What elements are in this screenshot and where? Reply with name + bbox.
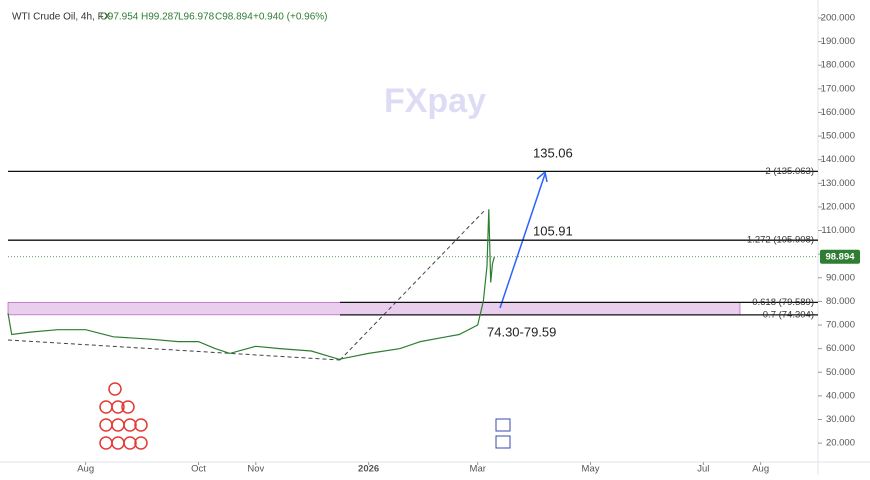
event-icon [111, 400, 125, 414]
event-icon [495, 418, 511, 432]
demand-zone [7, 302, 741, 316]
fib-label: 2 (135.063) [765, 166, 814, 177]
y-tick-label: 70.000 [826, 320, 855, 331]
event-icon [134, 418, 148, 432]
x-tick-label: Nov [247, 464, 264, 475]
x-tick-label: Aug [77, 464, 94, 475]
y-tick-label: 60.000 [826, 343, 855, 354]
y-tick-label: 20.000 [826, 438, 855, 449]
y-tick-label: 150.000 [821, 131, 855, 142]
annotation: 74.30-79.59 [487, 324, 556, 339]
high: H99.287 [141, 12, 179, 23]
close: C98.894 [215, 12, 253, 23]
change: +0.940 (+0.96%) [253, 12, 328, 23]
y-tick-label: 40.000 [826, 390, 855, 401]
y-tick-label: 30.000 [826, 414, 855, 425]
annotation: 135.06 [533, 145, 573, 160]
y-tick-label: 170.000 [821, 83, 855, 94]
x-tick-label: Jul [697, 464, 709, 475]
y-tick-label: 160.000 [821, 107, 855, 118]
annotation: 105.91 [533, 223, 573, 238]
y-tick-label: 180.000 [821, 60, 855, 71]
price-badge [820, 249, 860, 264]
event-icon [121, 400, 135, 414]
projection-arrow [499, 173, 546, 309]
event-icon [495, 435, 511, 449]
y-tick-label: 50.000 [826, 367, 855, 378]
x-tick-label: Oct [191, 464, 206, 475]
x-tick-label: Aug [752, 464, 769, 475]
event-icon [123, 436, 137, 450]
fib-label: 1.272 (105.908) [747, 235, 814, 246]
y-tick-label: 120.000 [821, 201, 855, 212]
trend-line [339, 208, 487, 361]
watermark: FXpay [384, 82, 486, 120]
y-tick-label: 130.000 [821, 178, 855, 189]
open: O97.954 [100, 12, 139, 23]
price-line [7, 209, 495, 360]
event-icon [108, 382, 122, 396]
x-tick-label: May [582, 464, 600, 475]
x-tick-label: 2026 [358, 464, 379, 475]
low: L96.978 [178, 12, 215, 23]
y-tick-label: 90.000 [826, 272, 855, 283]
price-badge-label: 98.894 [825, 251, 855, 262]
fib-label: 0.618 (79.589) [752, 297, 814, 308]
fib-label: 0.7 (74.304) [763, 309, 814, 320]
y-tick-label: 190.000 [821, 36, 855, 47]
y-tick-label: 110.000 [821, 225, 855, 236]
x-tick-label: Mar [470, 464, 486, 475]
y-tick-label: 140.000 [821, 154, 855, 165]
y-tick-label: 80.000 [826, 296, 855, 307]
symbol: WTI Crude Oil, 4h, FX [12, 12, 111, 23]
event-icon [134, 436, 148, 450]
event-icon [123, 418, 137, 432]
y-tick-label: 200.000 [821, 13, 855, 24]
